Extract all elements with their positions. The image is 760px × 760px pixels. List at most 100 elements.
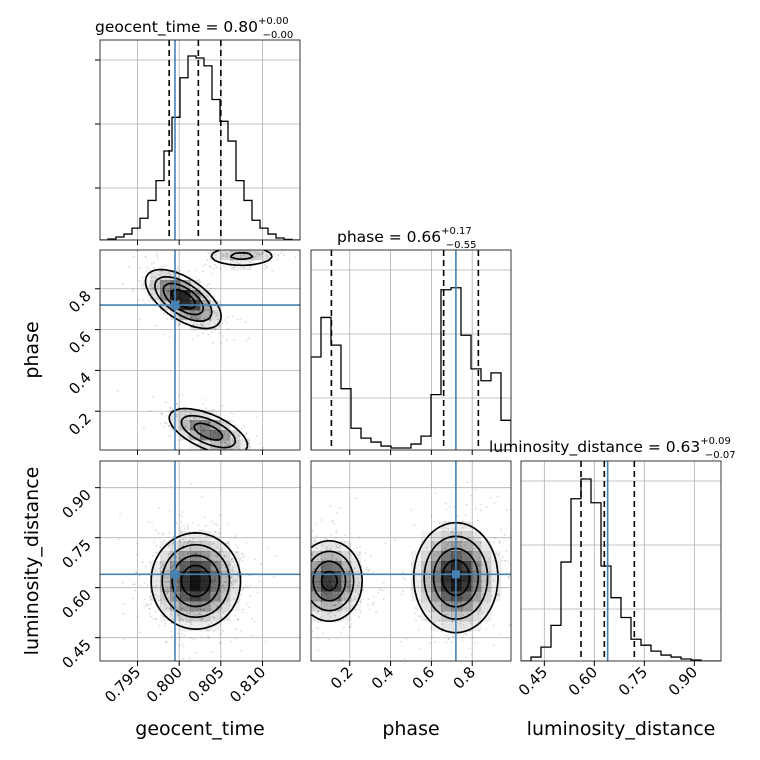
sample-point [394,539,397,542]
sample-point [187,528,190,530]
sample-point [430,615,433,618]
sample-point [201,602,203,605]
sample-point [445,634,448,637]
sample-point [518,571,520,573]
sample-point [273,253,276,256]
sample-point [434,621,436,624]
sample-point [164,641,167,644]
sample-point [169,407,172,409]
sample-point [493,579,495,582]
sample-point [221,611,224,614]
density-cell [491,571,502,582]
sample-point [504,559,507,562]
sample-point [201,529,204,532]
sample-point [358,582,361,585]
sample-point [226,542,229,544]
sample-point [164,265,167,268]
sample-point [182,553,185,555]
sample-point [446,543,449,546]
density-cell [200,410,211,421]
x-tick-label: 0.805 [185,663,228,706]
sample-point [459,532,462,535]
sample-point [191,316,194,318]
sample-point [209,300,212,303]
sample-point [149,596,152,598]
sample-point [263,267,266,270]
sample-point [207,637,210,639]
sample-point [232,587,235,589]
sample-point [186,607,189,609]
sample-point [361,571,364,573]
sample-point [205,407,208,410]
sample-point [202,264,205,267]
density-cell [421,551,432,562]
sample-point [210,520,213,523]
sample-point [208,421,211,424]
sample-point [343,540,346,543]
density-cell [220,420,231,431]
sample-point [321,559,324,561]
sample-point [447,527,450,530]
sample-point [245,433,248,435]
sample-point [150,603,153,605]
sample-point [155,529,158,532]
sample-point [457,531,459,534]
sample-point [221,571,224,574]
sample-point [354,608,356,611]
density-cell [431,611,442,622]
sample-point [189,547,192,550]
sample-point [200,322,203,325]
sample-point [354,591,357,593]
sample-point [193,559,196,562]
sample-point [234,592,237,595]
sample-point [358,536,361,539]
sample-point [190,637,193,639]
sample-point [445,613,447,616]
sample-point [326,603,328,606]
sample-point [179,603,182,605]
sample-point [335,558,338,560]
sample-point [220,430,223,433]
sample-point [283,254,285,257]
sample-point [400,640,402,643]
sample-point [198,603,200,606]
sample-point [223,555,226,558]
sample-point [373,601,375,604]
sample-point [135,571,137,574]
sample-point [353,568,356,570]
density-cell [461,581,472,592]
sample-point [447,638,450,640]
sample-point [297,584,299,586]
sample-point [258,253,261,256]
sample-point [362,589,364,592]
sample-point [260,252,263,255]
sample-point [497,593,500,595]
sample-point [305,587,307,589]
density-cell [200,430,211,441]
sample-point [242,266,245,269]
sample-point [309,586,311,588]
sample-point [227,327,230,330]
sample-point [189,548,191,551]
sample-point [236,462,238,464]
sample-point [162,280,164,283]
sample-point [197,318,199,321]
sample-point [234,581,237,584]
sample-point [245,250,248,253]
density-cell [471,591,482,602]
sample-point [326,538,328,541]
sample-point [223,442,226,444]
sample-point [430,657,433,660]
sample-point [249,445,251,448]
sample-point [222,584,224,587]
sample-point [470,622,473,625]
sample-point [243,425,246,428]
sample-point [139,584,142,587]
sample-point [213,409,216,411]
sample-point [368,568,370,571]
sample-point [311,554,313,557]
sample-point [147,268,150,270]
sample-point [190,427,193,429]
sample-point [190,412,192,415]
density-cell [431,591,442,602]
